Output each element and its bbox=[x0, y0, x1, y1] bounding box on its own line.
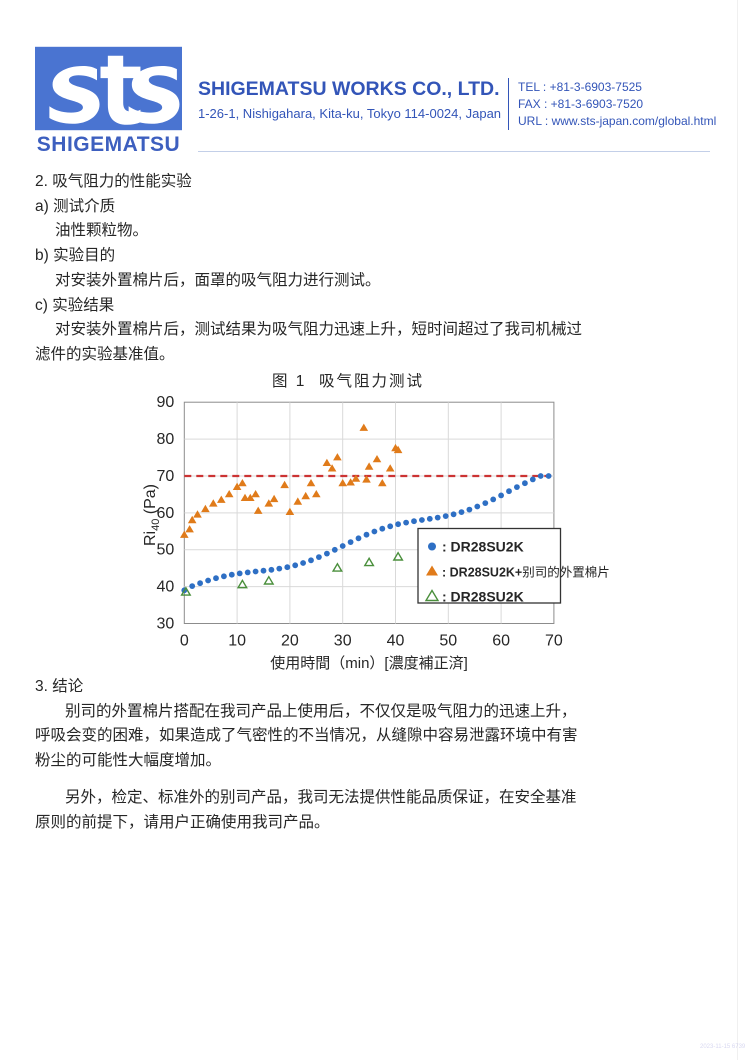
svg-text:90: 90 bbox=[157, 394, 175, 411]
svg-text:30: 30 bbox=[157, 616, 175, 633]
svg-text:50: 50 bbox=[157, 542, 175, 559]
svg-text:: DR28SU2K: : DR28SU2K bbox=[442, 589, 524, 605]
svg-text:10: 10 bbox=[228, 633, 246, 650]
svg-text:: DR28SU2K: : DR28SU2K bbox=[442, 539, 524, 555]
svg-text:30: 30 bbox=[334, 633, 352, 650]
svg-text:70: 70 bbox=[545, 633, 563, 650]
svg-text:60: 60 bbox=[492, 633, 510, 650]
svg-text:80: 80 bbox=[157, 431, 175, 448]
svg-text:40: 40 bbox=[387, 633, 405, 650]
svg-text:40: 40 bbox=[157, 579, 175, 596]
svg-text:50: 50 bbox=[439, 633, 457, 650]
svg-text:70: 70 bbox=[157, 468, 175, 485]
svg-text:20: 20 bbox=[281, 633, 299, 650]
svg-text:: DR28SU2K+别司的外置棉片: : DR28SU2K+别司的外置棉片 bbox=[442, 565, 610, 580]
svg-text:0: 0 bbox=[180, 633, 189, 650]
